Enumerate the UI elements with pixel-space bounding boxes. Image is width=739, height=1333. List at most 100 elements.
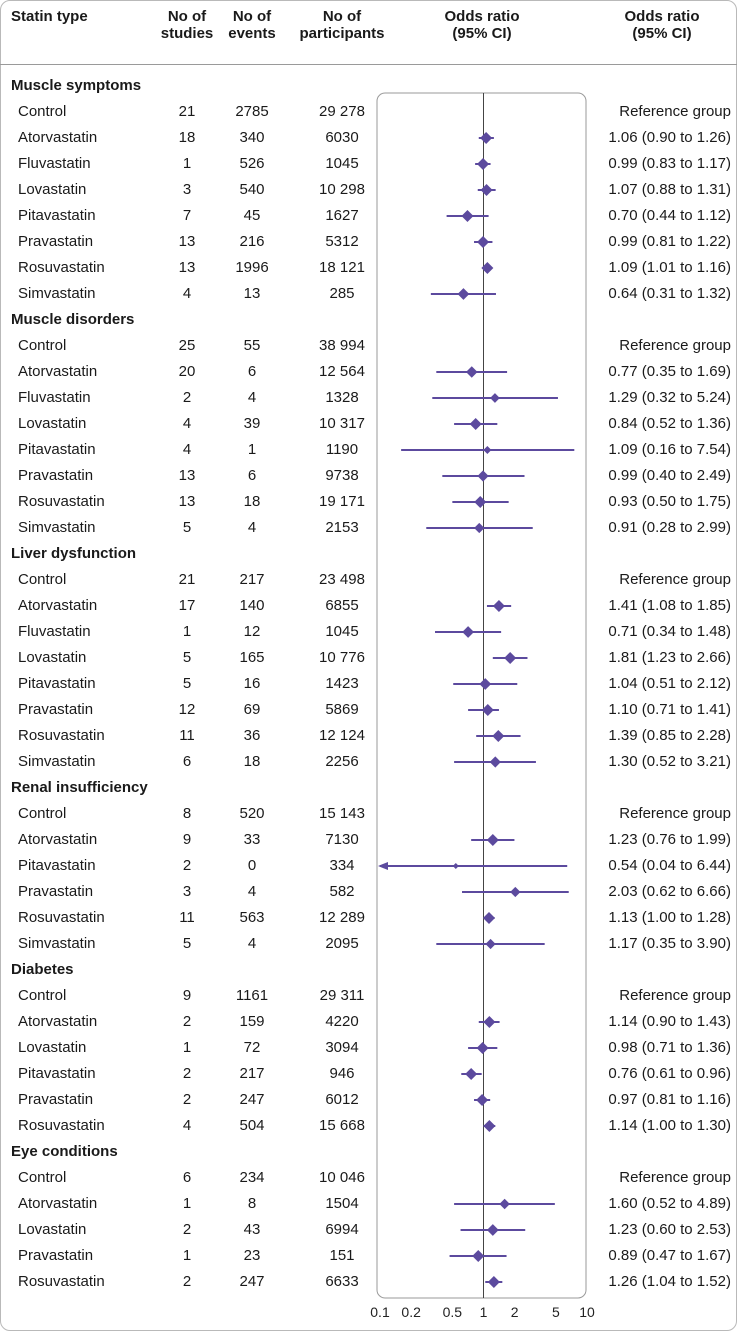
- studies-cell: 2: [182, 1013, 192, 1030]
- participants-cell: 334: [329, 857, 355, 874]
- participants-cell: 3094: [325, 1039, 359, 1056]
- events-cell: 2785: [235, 103, 269, 120]
- point-estimate-marker: [477, 158, 490, 170]
- studies-cell: 5: [182, 675, 192, 692]
- participants-cell: 6633: [325, 1273, 359, 1290]
- point-estimate-marker: [479, 678, 492, 690]
- studies-cell: 5: [182, 519, 192, 536]
- ci-row: [482, 912, 495, 924]
- point-estimate-marker: [480, 132, 493, 144]
- ci-row: [483, 1120, 496, 1132]
- participants-cell: 18 121: [319, 259, 365, 276]
- row-label: Simvastatin: [18, 285, 96, 302]
- x-tick-label: 2: [511, 1304, 519, 1320]
- or-text-cell: 1.06 (0.90 to 1.26): [608, 129, 731, 146]
- or-text-cell: 0.76 (0.61 to 0.96): [608, 1065, 731, 1082]
- participants-cell: 5312: [325, 233, 359, 250]
- ci-row: [462, 886, 569, 898]
- ci-row: [446, 210, 489, 222]
- studies-cell: 13: [178, 233, 196, 250]
- studies-cell: 25: [178, 337, 196, 354]
- or-text-cell: 1.09 (1.01 to 1.16): [608, 259, 731, 276]
- or-text-cell: Reference group: [619, 337, 731, 354]
- row-label: Fluvastatin: [18, 389, 91, 406]
- point-estimate-marker: [481, 704, 494, 716]
- row-label: Pravastatin: [18, 467, 94, 484]
- ci-row: [478, 1016, 500, 1028]
- or-text-cell: Reference group: [619, 805, 731, 822]
- section-heading: Eye conditions: [11, 1143, 118, 1160]
- point-estimate-marker: [469, 418, 482, 430]
- header-statin-type: Statin type: [11, 8, 88, 25]
- section-heading: Liver dysfunction: [11, 545, 137, 562]
- participants-cell: 10 046: [319, 1169, 365, 1186]
- row-label: Control: [18, 1169, 67, 1186]
- ci-row: [452, 496, 509, 508]
- studies-cell: 5: [182, 649, 192, 666]
- ci-row: [468, 1042, 498, 1054]
- events-cell: 43: [243, 1221, 261, 1238]
- participants-cell: 19 171: [319, 493, 365, 510]
- studies-cell: 4: [182, 441, 192, 458]
- ci-row: [432, 393, 558, 403]
- ci-row: [454, 418, 498, 430]
- studies-cell: 1: [182, 1039, 192, 1056]
- point-estimate-marker: [465, 366, 478, 378]
- or-text-cell: 0.99 (0.81 to 1.22): [608, 233, 731, 250]
- section-heading: Muscle symptoms: [11, 77, 142, 94]
- ci-row: [435, 626, 502, 638]
- studies-cell: 12: [178, 701, 196, 718]
- events-cell: 1161: [235, 987, 269, 1004]
- or-text-cell: 2.03 (0.62 to 6.66): [608, 883, 731, 900]
- point-estimate-marker: [499, 1198, 510, 1210]
- ci-row: [449, 1250, 507, 1262]
- events-cell: 540: [239, 181, 265, 198]
- ci-row: [436, 366, 508, 378]
- events-cell: 247: [239, 1273, 265, 1290]
- participants-cell: 10 317: [319, 415, 365, 432]
- header-studies-line1: No of: [167, 8, 207, 25]
- or-text-cell: 1.23 (0.60 to 2.53): [608, 1221, 731, 1238]
- or-text-cell: 0.64 (0.31 to 1.32): [608, 285, 731, 302]
- ci-row: [454, 1198, 555, 1210]
- events-cell: 0: [247, 857, 257, 874]
- x-tick-label: 5: [552, 1304, 560, 1320]
- studies-cell: 5: [182, 935, 192, 952]
- studies-cell: 11: [179, 727, 195, 744]
- studies-cell: 3: [182, 883, 192, 900]
- row-label: Pitavastatin: [18, 675, 96, 692]
- row-label: Pravastatin: [18, 1091, 94, 1108]
- or-text-cell: 0.89 (0.47 to 1.67): [608, 1247, 731, 1264]
- events-cell: 23: [243, 1247, 261, 1264]
- events-cell: 520: [239, 805, 265, 822]
- row-label: Control: [18, 987, 67, 1004]
- events-cell: 16: [243, 675, 261, 692]
- events-cell: 217: [239, 571, 265, 588]
- row-label: Pitavastatin: [18, 857, 96, 874]
- or-text-cell: 1.14 (1.00 to 1.30): [608, 1117, 731, 1134]
- participants-cell: 6030: [325, 129, 359, 146]
- events-cell: 4: [247, 883, 257, 900]
- ci-row: [476, 730, 521, 742]
- participants-cell: 582: [329, 883, 355, 900]
- row-label: Pitavastatin: [18, 207, 96, 224]
- studies-cell: 2: [182, 857, 192, 874]
- header-studies-line2: studies: [160, 25, 214, 42]
- row-label: Control: [18, 337, 67, 354]
- events-cell: 217: [239, 1065, 265, 1082]
- point-estimate-marker: [483, 446, 492, 454]
- header-participants: No of participants: [292, 8, 392, 42]
- point-estimate-marker: [481, 262, 494, 274]
- row-label: Rosuvastatin: [18, 909, 105, 926]
- ci-row: [453, 678, 518, 690]
- events-cell: 165: [239, 649, 265, 666]
- events-cell: 526: [239, 155, 265, 172]
- participants-cell: 10 776: [319, 649, 365, 666]
- point-estimate-marker: [480, 184, 493, 196]
- events-cell: 8: [247, 1195, 257, 1212]
- ci-row: [430, 288, 496, 300]
- participants-cell: 1504: [325, 1195, 359, 1212]
- or-text-cell: 1.14 (0.90 to 1.43): [608, 1013, 731, 1030]
